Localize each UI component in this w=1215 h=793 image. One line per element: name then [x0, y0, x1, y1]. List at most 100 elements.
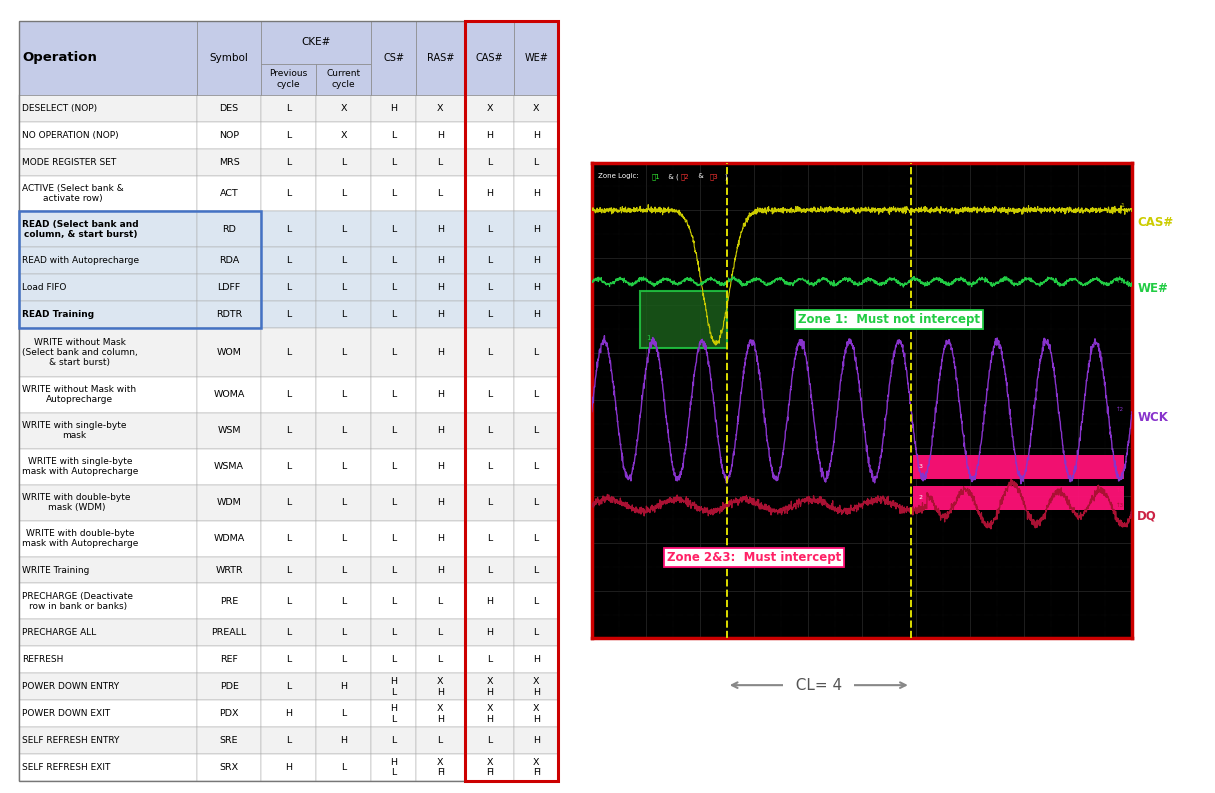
Bar — [514, 412, 559, 449]
Text: H: H — [436, 310, 443, 320]
Bar — [197, 520, 261, 557]
Bar — [261, 584, 316, 619]
Text: L: L — [341, 534, 346, 543]
Text: L: L — [286, 390, 292, 400]
Text: REF: REF — [220, 655, 238, 665]
Text: CS#: CS# — [383, 53, 405, 63]
Bar — [465, 274, 514, 301]
Text: ␖3: ␖3 — [710, 173, 718, 180]
Bar — [261, 377, 316, 412]
Text: X
H: X H — [436, 704, 443, 723]
Bar — [197, 94, 261, 121]
Bar — [416, 94, 465, 121]
Text: LDFF: LDFF — [217, 283, 241, 293]
Bar — [197, 247, 261, 274]
Text: L: L — [391, 348, 396, 357]
Bar — [465, 619, 514, 646]
Bar — [372, 485, 416, 520]
Bar — [261, 646, 316, 673]
Text: X
H: X H — [436, 677, 443, 696]
Text: L: L — [391, 131, 396, 140]
Bar — [197, 557, 261, 584]
Text: CAS#: CAS# — [1137, 216, 1174, 228]
Text: WE#: WE# — [525, 53, 548, 63]
Text: L: L — [286, 534, 292, 543]
Text: Zone 1:  Must not intercept: Zone 1: Must not intercept — [798, 313, 981, 326]
Bar — [514, 21, 559, 94]
Text: L: L — [487, 225, 492, 234]
Bar — [465, 94, 514, 121]
Text: H: H — [436, 534, 443, 543]
Text: X: X — [533, 104, 539, 113]
Bar — [316, 449, 372, 485]
Bar — [316, 328, 372, 377]
Bar — [316, 754, 372, 781]
Text: RDA: RDA — [219, 256, 239, 266]
Bar — [18, 212, 261, 328]
Text: L: L — [286, 565, 292, 574]
Bar — [416, 700, 465, 727]
Text: L: L — [533, 565, 539, 574]
Bar — [514, 247, 559, 274]
Bar — [316, 175, 372, 212]
Text: H: H — [532, 655, 539, 665]
Bar — [316, 646, 372, 673]
Bar — [197, 619, 261, 646]
Text: L: L — [286, 256, 292, 266]
Bar — [18, 700, 197, 727]
Bar — [465, 449, 514, 485]
Bar — [465, 584, 514, 619]
Text: L: L — [286, 158, 292, 167]
Bar — [465, 646, 514, 673]
Bar — [372, 175, 416, 212]
Text: &: & — [696, 173, 706, 179]
Text: H: H — [436, 283, 443, 293]
Text: L: L — [391, 225, 396, 234]
Text: L: L — [487, 158, 492, 167]
Text: X
H: X H — [532, 704, 539, 723]
Text: WRITE without Mask with
Autoprecharge: WRITE without Mask with Autoprecharge — [22, 385, 136, 404]
Text: L: L — [391, 597, 396, 606]
Text: H: H — [286, 763, 292, 772]
Bar — [416, 412, 465, 449]
Text: H: H — [436, 498, 443, 507]
Text: L: L — [437, 597, 442, 606]
Bar — [316, 212, 372, 247]
Bar — [465, 121, 514, 148]
Text: L: L — [286, 189, 292, 198]
Text: SRX: SRX — [220, 763, 238, 772]
Text: L: L — [286, 104, 292, 113]
Bar — [18, 377, 197, 412]
Bar — [261, 727, 316, 754]
Text: L: L — [341, 225, 346, 234]
Text: H: H — [532, 189, 539, 198]
Text: ␖2: ␖2 — [680, 173, 690, 180]
Text: H: H — [436, 462, 443, 471]
Bar — [372, 557, 416, 584]
Bar — [372, 646, 416, 673]
Bar — [197, 485, 261, 520]
Text: H: H — [436, 225, 443, 234]
Bar — [197, 727, 261, 754]
Text: WRITE with double-byte
mask with Autoprecharge: WRITE with double-byte mask with Autopre… — [22, 529, 139, 548]
Bar — [197, 377, 261, 412]
Bar — [514, 121, 559, 148]
Bar — [316, 673, 372, 700]
Text: SELF REFRESH EXIT: SELF REFRESH EXIT — [22, 763, 111, 772]
Text: RD: RD — [222, 225, 236, 234]
Text: H: H — [532, 310, 539, 320]
Text: L: L — [487, 736, 492, 745]
Text: WDM: WDM — [216, 498, 242, 507]
Bar — [18, 328, 197, 377]
Text: H: H — [286, 709, 292, 718]
Text: PRECHARGE (Deactivate
row in bank or banks): PRECHARGE (Deactivate row in bank or ban… — [22, 592, 134, 611]
Bar — [18, 449, 197, 485]
Bar — [416, 485, 465, 520]
Text: H: H — [436, 390, 443, 400]
Bar — [416, 377, 465, 412]
Text: L: L — [391, 283, 396, 293]
Text: L: L — [533, 498, 539, 507]
Text: READ with Autoprecharge: READ with Autoprecharge — [22, 256, 140, 266]
Bar — [372, 377, 416, 412]
Bar — [18, 148, 197, 175]
